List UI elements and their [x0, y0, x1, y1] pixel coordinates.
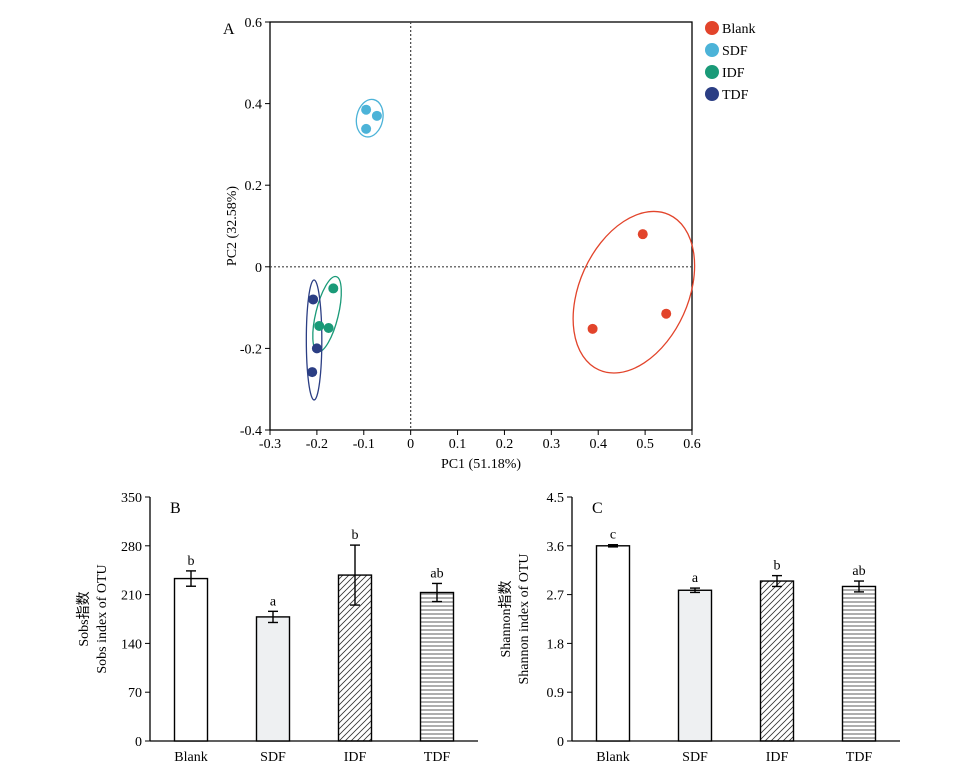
y-tick-label: 140: [121, 637, 142, 652]
y-tick-label: 2.7: [547, 589, 565, 604]
legend-marker-blank: [705, 21, 719, 35]
y-tick-label: 0: [557, 735, 564, 750]
data-point-idf: [328, 283, 339, 294]
data-point-sdf: [371, 110, 382, 121]
bar-blank: [173, 577, 209, 742]
panel-label: B: [170, 500, 181, 517]
bar-blank: [595, 545, 631, 742]
x-tick-label: SDF: [260, 750, 286, 765]
y-tick-label: 0.4: [245, 98, 263, 113]
group-ellipse-blank: [572, 210, 696, 374]
significance-label: b: [352, 528, 359, 543]
x-tick-label: -0.2: [306, 437, 328, 452]
bar-panel-c: C 0 0.9 1.8 2.7 3.6 4.5 Shannon指数 Shannon index …: [498, 491, 900, 765]
x-tick-label: 0.5: [636, 437, 654, 452]
legend-marker-sdf: [705, 43, 719, 57]
significance-label: b: [188, 554, 195, 569]
y-tick-label: 210: [121, 589, 142, 604]
x-tick-label: TDF: [424, 750, 451, 765]
data-point-sdf: [361, 123, 372, 134]
legend-marker-tdf: [705, 87, 719, 101]
significance-label: a: [692, 571, 699, 586]
x-tick-label: SDF: [682, 750, 708, 765]
data-point-tdf: [308, 294, 319, 305]
y-tick-label: 1.8: [547, 637, 565, 652]
panel-label: A: [223, 21, 235, 38]
pca-panel: A -0.3 -0.2 -0.1 0 0.1 0.2 0.3 0.4 0.5 0.6 -0.4 -0.2…: [223, 16, 755, 472]
y-tick-label: 4.5: [547, 491, 565, 506]
x-tick-label: IDF: [766, 750, 789, 765]
x-axis-label: PC1 (51.18%): [441, 457, 521, 472]
y-tick-label: 3.6: [547, 540, 565, 555]
y-tick-label: -0.2: [240, 342, 262, 357]
bar-panel-b: B 0 70 140 210 280 350 Sobs指数 Sobs index of OTU b…: [76, 491, 478, 765]
x-tick-label: TDF: [846, 750, 873, 765]
significance-label: c: [610, 528, 616, 543]
y-tick-label: 0: [135, 735, 142, 750]
significance-label: b: [774, 559, 781, 574]
y-axis-label-cn: Sobs指数: [76, 591, 92, 646]
x-tick-label: Blank: [596, 750, 629, 765]
y-axis-label-cn: Shannon指数: [498, 581, 514, 658]
y-tick-label: 0: [255, 261, 262, 276]
data-point-blank: [661, 308, 672, 319]
x-tick-label: IDF: [344, 750, 367, 765]
x-tick-label: Blank: [174, 750, 207, 765]
y-tick-label: -0.4: [240, 424, 262, 439]
group-ellipse-tdf: [305, 279, 323, 401]
group-ellipse-idf: [312, 275, 342, 353]
y-axis-label-en: Shannon index of OTU: [517, 553, 532, 684]
x-tick-label: 0.1: [449, 437, 467, 452]
y-tick-label: 0.2: [245, 179, 263, 194]
panel-label: C: [592, 500, 603, 517]
bar-sdf: [677, 589, 713, 742]
y-axis-label: PC2 (32.58%): [225, 186, 240, 266]
y-tick-label: 70: [128, 686, 142, 701]
data-point-idf: [323, 323, 334, 333]
group-ellipse-sdf: [355, 98, 384, 138]
data-point-idf: [314, 320, 325, 331]
bar-tdf: [419, 591, 455, 742]
y-tick-label: 0.9: [547, 686, 565, 701]
y-axis-label-en: Sobs index of OTU: [95, 564, 110, 673]
data-point-sdf: [361, 104, 372, 115]
significance-label: a: [270, 594, 277, 609]
bar-idf: [759, 580, 795, 742]
legend-label-idf: IDF: [722, 66, 745, 81]
legend-label-tdf: TDF: [722, 88, 749, 103]
x-tick-label: 0: [407, 437, 414, 452]
legend-label-blank: Blank: [722, 22, 755, 37]
y-tick-label: 350: [121, 491, 142, 506]
y-tick-label: 0.6: [245, 16, 263, 31]
x-tick-label: 0.6: [683, 437, 701, 452]
data-point-blank: [637, 229, 648, 240]
legend-marker-idf: [705, 65, 719, 79]
x-tick-label: 0.2: [496, 437, 514, 452]
bar-sdf: [255, 616, 291, 742]
y-tick-label: 280: [121, 540, 142, 555]
data-point-tdf: [311, 343, 322, 354]
data-point-tdf: [307, 367, 318, 378]
x-tick-label: -0.3: [259, 437, 281, 452]
significance-label: ab: [852, 564, 865, 579]
legend-label-sdf: SDF: [722, 44, 748, 59]
data-point-blank: [587, 323, 598, 334]
bar-tdf: [841, 585, 877, 742]
significance-label: ab: [430, 566, 443, 581]
x-tick-label: 0.3: [543, 437, 561, 452]
x-tick-label: -0.1: [353, 437, 375, 452]
x-tick-label: 0.4: [589, 437, 607, 452]
plot-frame: [269, 21, 693, 431]
